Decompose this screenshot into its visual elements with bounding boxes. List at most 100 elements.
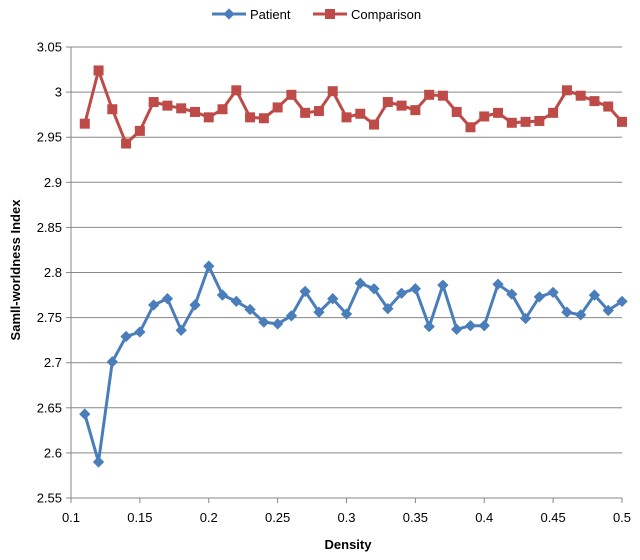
data-point-patient — [423, 320, 435, 333]
data-point-comparison — [424, 89, 435, 100]
legend-label-patient: Patient — [250, 7, 291, 22]
data-point-comparison — [603, 101, 614, 112]
data-point-comparison — [176, 103, 187, 114]
data-point-comparison — [107, 104, 118, 115]
data-point-comparison — [121, 138, 132, 149]
data-point-patient — [258, 316, 270, 328]
data-point-patient — [547, 286, 559, 299]
data-point-patient — [203, 260, 215, 272]
legend-item-comparison: Comparison — [313, 7, 421, 22]
y-tick-label: 2.85 — [37, 220, 62, 235]
y-tick-label: 2.65 — [37, 400, 62, 415]
data-point-patient — [161, 293, 174, 305]
legend-item-patient: Patient — [212, 7, 291, 22]
data-point-patient — [216, 289, 229, 301]
y-tick-label: 2.7 — [44, 355, 62, 370]
data-point-patient — [134, 326, 146, 338]
data-point-patient — [437, 279, 449, 291]
data-point-patient — [533, 291, 546, 303]
x-tick-label: 0.35 — [403, 510, 428, 525]
data-point-comparison — [451, 106, 462, 117]
data-point-comparison — [355, 108, 366, 119]
data-point-patient — [92, 456, 105, 468]
data-point-comparison — [506, 117, 517, 128]
y-tick-label: 2.6 — [44, 445, 62, 460]
data-point-comparison — [548, 107, 559, 118]
x-tick-labels: 0.1 0.15 0.2 0.25 0.3 0.35 0.4 0.45 0.5 — [62, 510, 631, 525]
data-point-patient — [478, 320, 490, 332]
data-point-patient — [271, 318, 284, 330]
data-point-patient — [175, 324, 187, 336]
x-tick-label: 0.3 — [337, 510, 355, 525]
data-point-comparison — [534, 115, 545, 126]
data-point-comparison — [341, 112, 352, 123]
x-tick-label: 0.25 — [265, 510, 290, 525]
data-point-patient — [79, 408, 91, 420]
data-point-comparison — [313, 106, 324, 117]
data-point-patient — [561, 306, 573, 318]
legend-marker-comparison — [325, 9, 335, 19]
y-tick-label: 2.55 — [37, 491, 62, 506]
data-point-patient — [368, 283, 380, 295]
data-point-comparison — [300, 107, 311, 118]
data-point-comparison — [617, 116, 627, 127]
series-comparison — [79, 65, 627, 149]
data-point-patient — [120, 330, 132, 343]
series-line-comparison — [83, 69, 624, 145]
data-point-patient — [492, 278, 504, 290]
data-point-patient — [230, 295, 242, 308]
y-tick-label: 3.05 — [37, 40, 62, 55]
y-tick-labels: 2.55 2.6 2.65 2.7 2.75 2.8 2.85 2.9 2.95 3 3.05 — [37, 40, 62, 506]
data-point-patient — [147, 299, 160, 311]
data-point-comparison — [162, 100, 173, 111]
data-point-comparison — [369, 119, 380, 130]
legend-label-comparison: Comparison — [351, 7, 421, 22]
x-tick-label: 0.2 — [200, 510, 218, 525]
data-point-patient — [464, 320, 477, 332]
y-tick-label: 2.95 — [37, 130, 62, 145]
data-point-comparison — [493, 107, 504, 118]
data-point-comparison — [231, 85, 242, 96]
data-point-patient — [602, 304, 614, 317]
data-point-comparison — [93, 65, 104, 76]
data-point-comparison — [134, 125, 145, 136]
data-point-comparison — [272, 102, 283, 113]
y-tick-label: 2.8 — [44, 265, 62, 280]
data-point-comparison — [437, 90, 448, 101]
data-point-comparison — [520, 116, 531, 127]
legend-marker-patient — [223, 8, 235, 20]
series-line-patient — [83, 264, 623, 464]
data-point-patient — [299, 285, 311, 298]
x-tick-label: 0.4 — [475, 510, 493, 525]
data-point-comparison — [189, 106, 200, 117]
data-point-patient — [106, 356, 118, 368]
x-tick-label: 0.1 — [62, 510, 80, 525]
data-point-patient — [588, 289, 601, 301]
gridlines — [71, 46, 622, 454]
x-axis-title: Density — [325, 537, 373, 552]
data-point-comparison — [561, 85, 572, 96]
data-point-comparison — [410, 105, 421, 116]
data-point-comparison — [465, 122, 476, 133]
data-point-patient — [189, 299, 201, 311]
data-point-patient — [519, 312, 532, 325]
data-point-comparison — [217, 104, 228, 115]
x-tick-label: 0.15 — [127, 510, 152, 525]
data-point-comparison — [589, 96, 600, 107]
data-point-patient — [244, 303, 256, 316]
y-tick-label: 3 — [55, 85, 62, 100]
y-tick-label: 2.9 — [44, 175, 62, 190]
data-point-comparison — [575, 90, 586, 101]
data-point-comparison — [245, 112, 256, 123]
y-axis-title: Samll-worldness Index — [8, 199, 23, 341]
data-point-comparison — [148, 97, 159, 108]
data-point-comparison — [79, 118, 90, 129]
data-point-patient — [327, 293, 339, 305]
y-tick-label: 2.75 — [37, 310, 62, 325]
series-group — [79, 65, 628, 468]
data-point-comparison — [327, 86, 338, 97]
data-point-patient — [409, 283, 422, 295]
data-point-patient — [382, 302, 394, 315]
data-point-comparison — [382, 97, 393, 108]
